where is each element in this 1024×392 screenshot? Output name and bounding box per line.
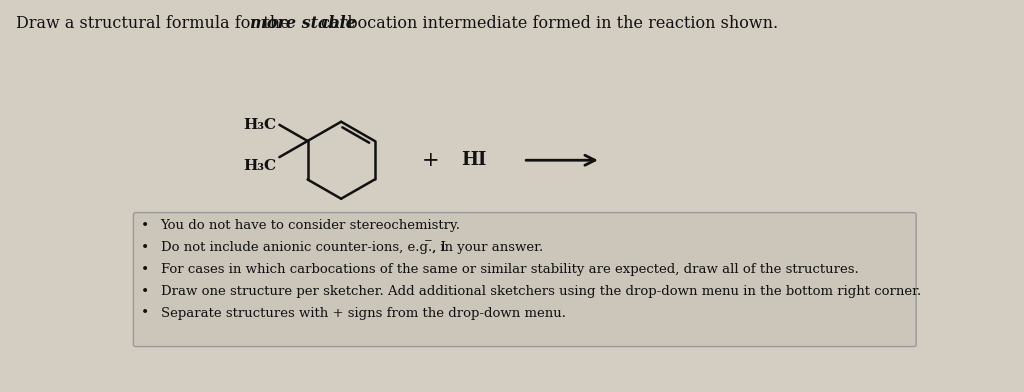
Text: You do not have to consider stereochemistry.: You do not have to consider stereochemis… [161, 219, 461, 232]
Text: Do not include anionic counter-ions, e.g., I: Do not include anionic counter-ions, e.g… [161, 241, 445, 254]
Text: •: • [141, 307, 150, 320]
Text: Draw one structure per sketcher. Add additional sketchers using the drop-down me: Draw one structure per sketcher. Add add… [161, 285, 921, 298]
Text: H₃C: H₃C [243, 159, 276, 173]
Text: carbocation intermediate formed in the reaction shown.: carbocation intermediate formed in the r… [316, 15, 778, 32]
FancyBboxPatch shape [133, 212, 916, 347]
Text: •: • [141, 263, 150, 277]
Text: •: • [141, 285, 150, 299]
Text: For cases in which carbocations of the same or similar stability are expected, d: For cases in which carbocations of the s… [161, 263, 858, 276]
Text: +: + [422, 151, 439, 170]
Text: •: • [141, 219, 150, 233]
Text: H₃C: H₃C [243, 118, 276, 132]
Text: −: − [424, 237, 433, 245]
Text: Separate structures with + signs from the drop-down menu.: Separate structures with + signs from th… [161, 307, 565, 320]
FancyArrowPatch shape [526, 155, 595, 165]
Text: , in your answer.: , in your answer. [432, 241, 543, 254]
Text: more stable: more stable [250, 15, 355, 32]
Text: Draw a structural formula for the: Draw a structural formula for the [16, 15, 295, 32]
Text: •: • [141, 241, 150, 255]
Text: HI: HI [461, 151, 486, 169]
